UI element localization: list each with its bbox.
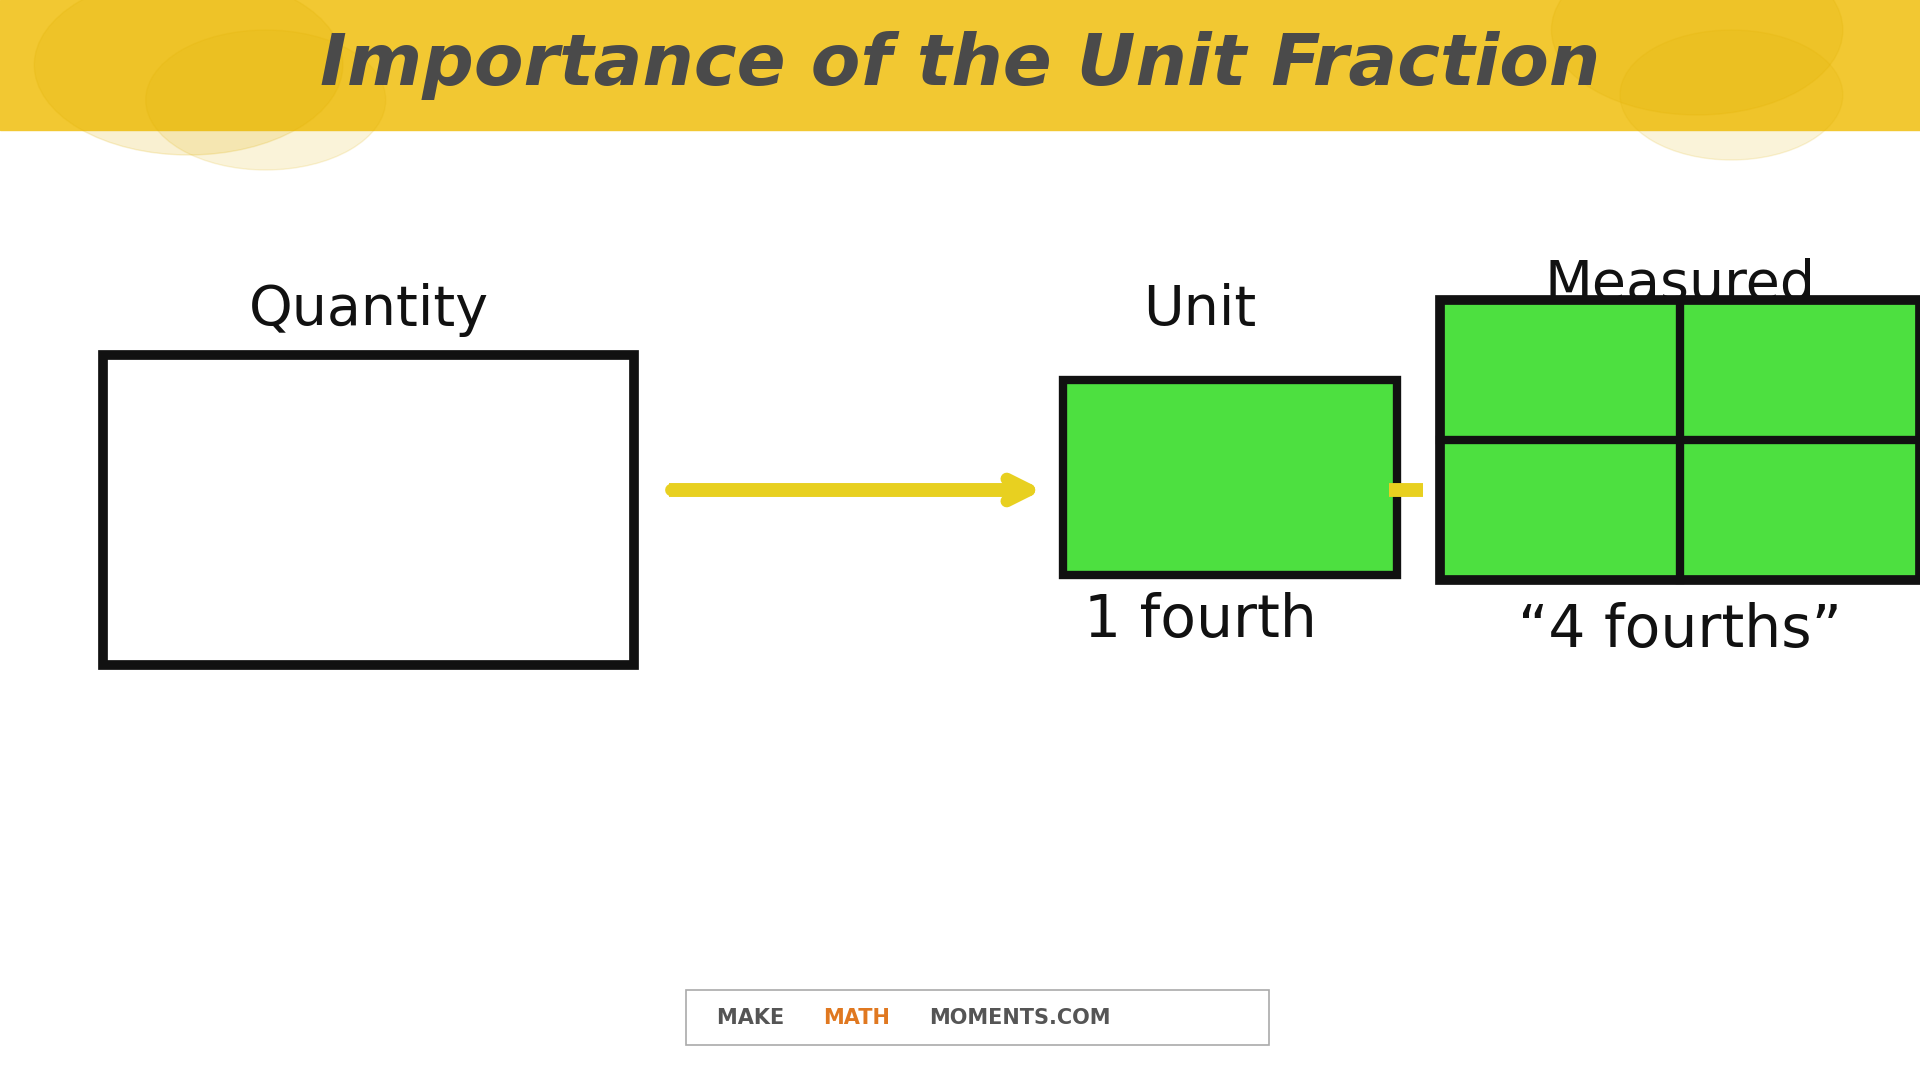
Text: MOMENTS.COM: MOMENTS.COM: [929, 1008, 1110, 1027]
Text: “4 fourths”: “4 fourths”: [1519, 602, 1841, 659]
Text: Unit: Unit: [1144, 283, 1256, 337]
Bar: [0, 0, 1920, 130]
Text: 1 fourth: 1 fourth: [1083, 592, 1317, 648]
Text: Importance of the Unit Fraction: Importance of the Unit Fraction: [321, 30, 1599, 99]
Circle shape: [146, 30, 386, 170]
Text: Quantity: Quantity: [248, 283, 488, 337]
Circle shape: [35, 0, 344, 156]
Text: Quantity: Quantity: [1559, 308, 1801, 362]
Bar: [1064, 380, 1398, 575]
Text: Measured: Measured: [1544, 258, 1816, 312]
Text: MATH: MATH: [824, 1008, 889, 1027]
Bar: [1440, 300, 1920, 580]
Circle shape: [1620, 30, 1843, 160]
Circle shape: [1551, 0, 1843, 114]
Bar: [104, 355, 634, 665]
Bar: [685, 990, 1269, 1045]
Text: MAKE: MAKE: [716, 1008, 791, 1027]
